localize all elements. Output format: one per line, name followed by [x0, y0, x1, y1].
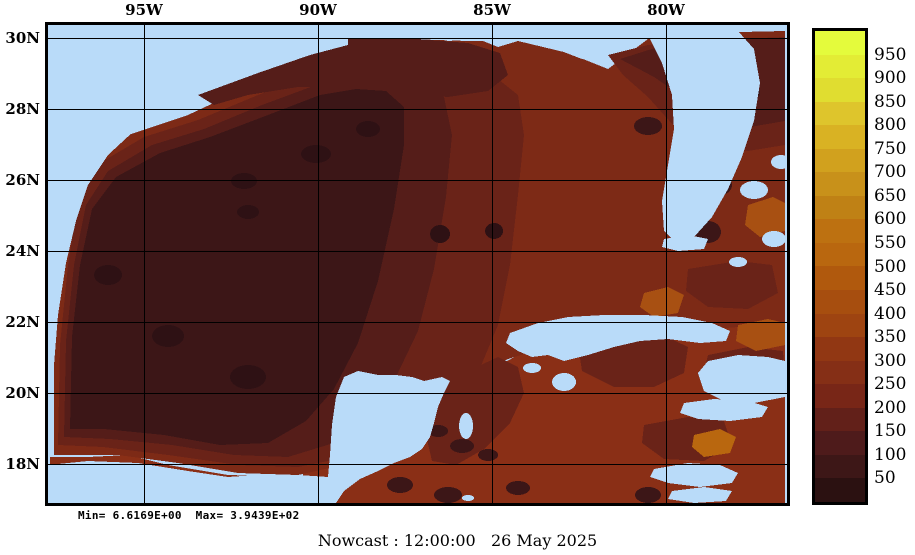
colorbar-tick-750: 750 [874, 138, 907, 159]
lon-label-95w: 95W [125, 1, 163, 19]
colorbar-band-12 [815, 313, 865, 338]
colorbar-tick-300: 300 [874, 350, 907, 371]
colorbar-tick-700: 700 [874, 162, 907, 183]
gridline-lat-24n [48, 251, 787, 252]
colorbar-tick-100: 100 [874, 444, 907, 465]
scalar-field-raster [48, 25, 787, 503]
colorbar-box [812, 28, 868, 505]
gridline-lat-20n [48, 393, 787, 394]
colorbar-tick-600: 600 [874, 209, 907, 230]
gridline-lon-85w [492, 25, 493, 503]
lat-label-20n: 20N [5, 384, 40, 402]
colorbar-tick-50: 50 [874, 468, 896, 489]
colorbar-band-15 [815, 384, 865, 408]
lat-label-30n: 30N [5, 29, 40, 47]
gridline-lat-28n [48, 109, 787, 110]
lon-label-80w: 80W [647, 1, 685, 19]
gridline-lon-80w [666, 25, 667, 503]
colorbar-band-14 [815, 360, 865, 385]
colorbar-tick-950: 950 [874, 44, 907, 65]
colorbar-tick-850: 850 [874, 91, 907, 112]
colorbar-band-8 [815, 219, 865, 243]
colorbar-tick-550: 550 [874, 232, 907, 253]
lat-label-26n: 26N [5, 171, 40, 189]
colorbar-band-16 [815, 407, 865, 432]
colorbar-band-11 [815, 290, 865, 314]
colorbar-band-19 [815, 478, 865, 502]
colorbar-band-13 [815, 337, 865, 361]
gridline-lat-22n [48, 322, 787, 323]
colorbar-band-6 [815, 172, 865, 196]
colorbar-band-5 [815, 148, 865, 173]
colorbar-band-2 [815, 78, 865, 102]
colorbar-band-0 [815, 31, 865, 55]
lat-label-22n: 22N [5, 313, 40, 331]
colorbar-color-strip [815, 31, 865, 502]
lon-label-85w: 85W [473, 1, 511, 19]
lat-label-24n: 24N [5, 242, 40, 260]
gridline-lat-18n [48, 464, 787, 465]
colorbar-band-18 [815, 454, 865, 479]
colorbar-tick-400: 400 [874, 303, 907, 324]
colorbar-tick-150: 150 [874, 421, 907, 442]
map-frame-border [45, 22, 790, 506]
colorbar-tick-900: 900 [874, 68, 907, 89]
colorbar-tick-250: 250 [874, 374, 907, 395]
colorbar-tick-200: 200 [874, 397, 907, 418]
colorbar-band-9 [815, 242, 865, 267]
colorbar-band-17 [815, 431, 865, 455]
colorbar-tick-800: 800 [874, 115, 907, 136]
gridline-lat-30n [48, 38, 787, 39]
lat-label-28n: 28N [5, 100, 40, 118]
gridline-lat-26n [48, 180, 787, 181]
colorbar-band-10 [815, 266, 865, 291]
colorbar-tick-500: 500 [874, 256, 907, 277]
colorbar-band-7 [815, 195, 865, 220]
gridline-lon-90w [318, 25, 319, 503]
map-panel [45, 22, 790, 506]
colorbar-tick-650: 650 [874, 185, 907, 206]
colorbar-legend: 950 900 850 800 750 700 650 600 550 500 450 400 350 3… [812, 25, 910, 507]
min-max-readout: Min= 6.6169E+00 Max= 3.9439E+02 [78, 509, 300, 522]
lat-label-18n: 18N [5, 455, 40, 473]
colorbar-tick-350: 350 [874, 327, 907, 348]
gridline-lon-95w [144, 25, 145, 503]
nowcast-timestamp: Nowcast : 12:00:00 26 May 2025 [317, 531, 598, 550]
colorbar-tick-450: 450 [874, 280, 907, 301]
colorbar-band-3 [815, 101, 865, 126]
colorbar-band-1 [815, 54, 865, 79]
colorbar-band-4 [815, 125, 865, 149]
lon-label-90w: 90W [299, 1, 337, 19]
map-canvas [48, 25, 787, 503]
